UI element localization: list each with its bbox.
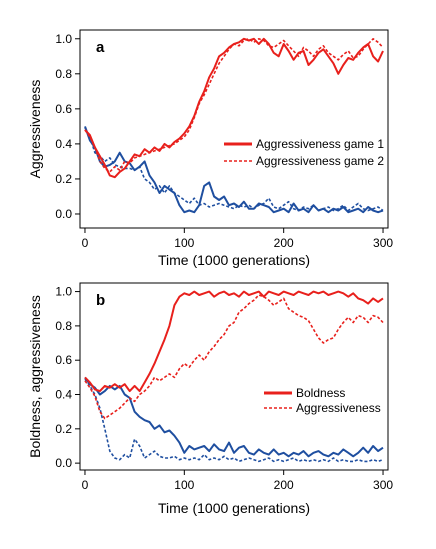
x-tick-label: 200	[274, 478, 294, 492]
panel-label: b	[96, 292, 105, 309]
series-line-game-2-blue-	[84, 127, 384, 212]
y-tick-label: 0.8	[55, 67, 72, 81]
y-tick-label: 0.0	[55, 456, 72, 470]
x-tick-label: 200	[274, 236, 294, 250]
y-tick-label: 0.4	[55, 137, 72, 151]
series-line-boldness	[84, 290, 384, 393]
legend-label: Aggressiveness	[296, 401, 381, 415]
y-axis-label: Boldness, aggressiveness	[27, 295, 43, 458]
y-tick-label: 0.8	[55, 319, 72, 333]
series-line-aggressiveness-blue-	[84, 378, 384, 463]
y-tick-label: 0.0	[55, 207, 72, 221]
y-axis-label: Aggressiveness	[27, 80, 43, 179]
panel-b: 0 100 200 300 0.0 0.2 0.4 0.6 0.8 1.0 Time (1000 g…	[27, 282, 393, 516]
x-tick-label: 300	[373, 236, 393, 250]
y-tick-label: 0.4	[55, 388, 72, 402]
x-axis-label: Time (1000 generations)	[158, 252, 310, 268]
x-tick-label: 0	[82, 478, 89, 492]
x-axis-label: Time (1000 generations)	[158, 500, 310, 516]
x-tick-label: 0	[82, 236, 89, 250]
x-tick-label: 100	[174, 236, 194, 250]
series-line-aggressiveness-game-2	[84, 37, 384, 173]
y-tick-label: 0.2	[55, 172, 72, 186]
y-tick-label: 0.2	[55, 422, 72, 436]
x-tick-label: 100	[174, 478, 194, 492]
legend-label: Boldness	[296, 386, 345, 400]
y-tick-label: 0.6	[55, 102, 72, 116]
y-tick-label: 1.0	[55, 285, 72, 299]
plot-frame	[79, 29, 389, 229]
panel-label: a	[96, 39, 105, 56]
legend-label: Aggressiveness game 2	[256, 154, 384, 168]
y-tick-label: 0.6	[55, 353, 72, 367]
legend-label: Aggressiveness game 1	[256, 137, 384, 151]
x-tick-label: 300	[373, 478, 393, 492]
y-tick-label: 1.0	[55, 32, 72, 46]
panel-a: 0 100 200 300 0.0 0.2 0.4 0.6 0.8 1.0 Time (1000 g…	[27, 29, 393, 268]
plot-frame	[79, 282, 389, 471]
series-line-boldness-blue-	[84, 376, 384, 458]
series-line-aggressiveness	[84, 294, 384, 420]
